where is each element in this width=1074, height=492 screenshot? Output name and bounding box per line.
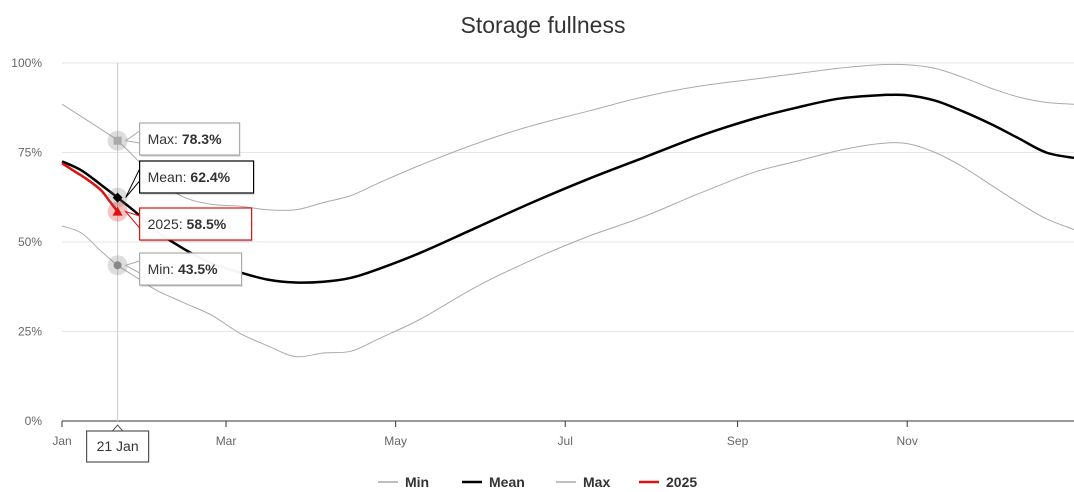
x-tick-label: Mar — [216, 434, 237, 448]
y-tick-label: 75% — [18, 146, 42, 160]
tooltip-label: 2025: — [148, 216, 187, 232]
tooltip-text: Max: 78.3% — [148, 131, 222, 147]
marker-diamond — [112, 192, 123, 203]
tooltip-mean: Mean: 62.4% — [125, 160, 255, 198]
y-tick-label: 0% — [25, 414, 43, 428]
tooltip-min: Min: 43.5% — [124, 252, 243, 287]
tooltip-label: Mean: — [148, 169, 191, 185]
date-tooltip-cover — [88, 432, 147, 435]
tooltip-value: 58.5% — [187, 216, 227, 232]
tooltip-shadow — [140, 155, 241, 157]
tooltip-value: 62.4% — [190, 169, 230, 185]
legend: Min Mean Max 2025 — [378, 474, 697, 490]
date-tooltip-text: 21 Jan — [97, 438, 139, 454]
legend-item-max[interactable]: Max — [556, 474, 610, 490]
legend-item-mean[interactable]: Mean — [462, 474, 525, 490]
legend-label: Max — [583, 474, 610, 490]
x-tick-label: Nov — [897, 434, 918, 448]
legend-item-min[interactable]: Min — [378, 474, 429, 490]
grid — [62, 62, 1074, 332]
hover-markers — [107, 130, 128, 276]
tooltip-box — [139, 252, 243, 286]
tooltip-text: 2025: 58.5% — [148, 216, 227, 232]
marker-triangle — [112, 206, 123, 216]
legend-label: Min — [405, 474, 429, 490]
y-axis-ticks: 0% 25% 50% 75% 100% — [11, 56, 42, 428]
series-line-min — [61, 142, 1074, 358]
x-tick-label: Sep — [727, 434, 749, 448]
series-line-2025 — [61, 162, 119, 213]
tooltips: Max: 78.3% Mean: 62.4% 2025: 58.5% Min: 43.… — [86, 122, 255, 463]
tooltip-2025: 2025: 58.5% — [124, 207, 253, 242]
x-axis: Jan Mar May Jul Sep Nov — [52, 420, 1074, 448]
x-tick-label: Jul — [558, 434, 573, 448]
x-tick-label: May — [384, 434, 407, 448]
tooltip-box — [139, 122, 241, 156]
tooltip-label: Max: — [148, 131, 182, 147]
y-tick-label: 50% — [18, 235, 42, 249]
tooltip-pointer — [125, 168, 141, 198]
tooltip-max: Max: 78.3% — [124, 122, 241, 157]
tooltip-box — [139, 160, 255, 194]
tooltip-shadow — [140, 240, 253, 242]
marker-circle — [113, 261, 122, 270]
legend-label: Mean — [489, 474, 525, 490]
x-date-tooltip: 21 Jan — [86, 424, 150, 463]
y-tick-label: 25% — [18, 325, 42, 339]
y-tick-label: 100% — [11, 56, 42, 70]
legend-item-2025[interactable]: 2025 — [639, 474, 697, 490]
tooltip-label: Min: — [148, 261, 178, 277]
tooltip-pointer — [124, 260, 141, 274]
date-tooltip-box — [86, 430, 150, 463]
x-tick-label: Jan — [52, 434, 71, 448]
tooltip-text: Min: 43.5% — [148, 261, 219, 277]
tooltip-box — [139, 207, 253, 241]
tooltip-text: Mean: 62.4% — [148, 169, 231, 185]
tooltip-shadow — [140, 285, 243, 287]
tooltip-pointer — [124, 130, 141, 144]
marker-square — [113, 136, 122, 145]
tooltip-value: 78.3% — [182, 131, 222, 147]
legend-label: 2025 — [666, 474, 697, 490]
tooltip-value: 43.5% — [178, 261, 218, 277]
tooltip-shadow — [140, 193, 255, 195]
chart-title: Storage fullness — [461, 12, 626, 38]
